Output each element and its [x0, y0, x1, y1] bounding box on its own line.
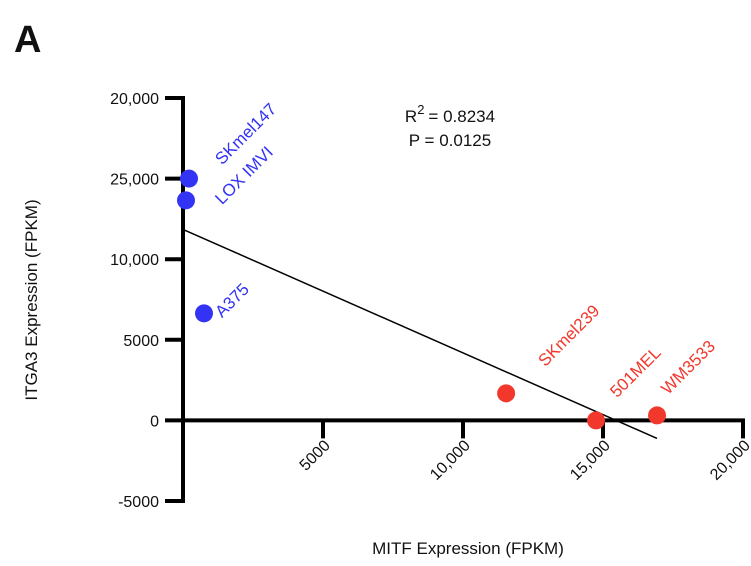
x-tick-label: 5000: [297, 437, 334, 474]
x-tick-label: 20,000: [707, 437, 751, 484]
y-tick-label: 5000: [123, 333, 159, 350]
point-label: WM3533: [657, 337, 719, 399]
point: [587, 411, 605, 430]
point: [648, 406, 667, 425]
r-base: R: [405, 107, 417, 126]
y-tick-label: 0: [150, 413, 159, 430]
y-axis-title: ITGA3 Expression (FPKM): [22, 199, 41, 400]
fit-line: [182, 228, 658, 440]
x-tick-label: 10,000: [427, 437, 474, 484]
point-label: A375: [211, 280, 253, 322]
point: [195, 304, 213, 323]
point: [176, 191, 195, 210]
x-tick-label: 15,000: [567, 437, 614, 484]
point-label: 501MEL: [606, 343, 664, 401]
p-value: P = 0.0125: [409, 131, 491, 150]
r-sup: 2: [417, 102, 424, 117]
point-label: SKmel239: [535, 301, 604, 370]
r-squared: R2 = 0.8234: [405, 102, 495, 126]
y-tick-label: 25,000: [110, 172, 159, 189]
x-axis-title: MITF Expression (FPKM): [372, 539, 564, 558]
r-rest: = 0.8234: [428, 107, 495, 126]
y-tick-label: -5000: [118, 494, 159, 511]
point: [497, 384, 516, 403]
point: [179, 169, 198, 188]
y-tick-label: 20,000: [110, 91, 159, 108]
y-tick-label: 10,000: [110, 252, 159, 269]
panel-label: A: [14, 19, 41, 61]
